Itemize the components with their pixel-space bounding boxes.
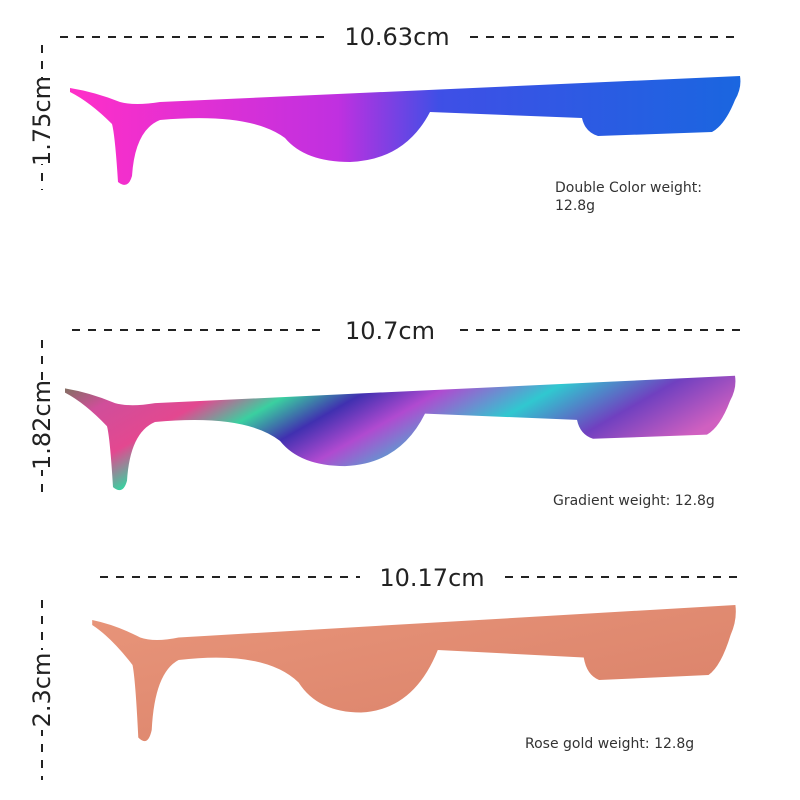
tweezer: [70, 76, 741, 185]
label-bg: [30, 650, 54, 730]
label-bg: [30, 380, 54, 470]
length-label: 10.17cm: [379, 564, 484, 592]
weight-text: Gradient weight: 12.8g: [553, 493, 715, 509]
weight-text: Double Color weight:: [555, 180, 702, 196]
tweezer: [65, 375, 736, 491]
length-label: 10.63cm: [344, 23, 449, 51]
height-label: 1.82cm: [28, 380, 56, 470]
length-label: 10.7cm: [345, 317, 435, 345]
label-bg: [30, 78, 54, 164]
weight-text: 12.8g: [555, 198, 595, 214]
tweezer: [92, 605, 736, 742]
height-label: 2.3cm: [28, 653, 56, 728]
weight-text: Rose gold weight: 12.8g: [525, 736, 694, 752]
height-label: 1.75cm: [28, 76, 56, 166]
